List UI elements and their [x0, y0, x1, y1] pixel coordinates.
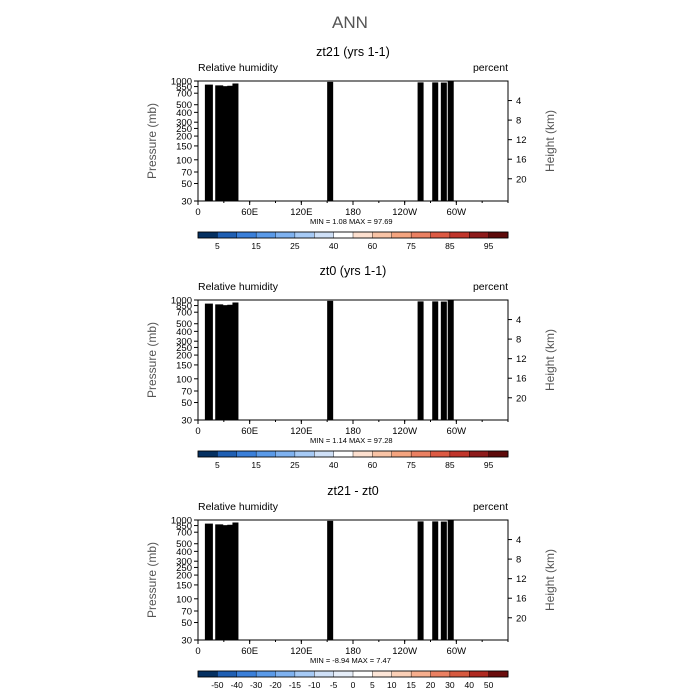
height-tick-label: 16	[516, 155, 527, 166]
height-axis-label: Height (km)	[543, 110, 557, 172]
colorbar-swatch	[352, 231, 373, 239]
colorbar-swatch	[314, 231, 335, 239]
plot-frame	[197, 80, 509, 202]
colorbar-label: 60	[368, 241, 378, 251]
right-string: percent	[473, 62, 508, 74]
height-tick-label: 8	[516, 116, 521, 127]
y-tick-label: 700	[176, 89, 192, 100]
height-tick-label: 12	[516, 135, 527, 146]
colorbar-swatch	[294, 231, 315, 239]
colorbar-swatch	[333, 231, 354, 239]
colorbar-swatch	[275, 231, 296, 239]
height-tick-label: 4	[516, 96, 521, 107]
colorbar-swatch	[391, 231, 412, 239]
topography	[222, 86, 231, 201]
topography	[417, 82, 424, 201]
height-tick-label: 20	[516, 174, 527, 185]
topography	[327, 81, 334, 201]
panel-1: zt21 (yrs 1-1) Relative humidity percent 0 6…	[145, 45, 557, 251]
x-tick-label: 120E	[290, 207, 312, 218]
topography	[204, 84, 213, 201]
colorbar-swatch	[449, 231, 470, 239]
colorbar-swatch	[430, 231, 451, 239]
topography	[432, 82, 439, 201]
min-max-stats: MIN = 1.08 MAX = 97.69	[310, 217, 393, 226]
colorbar-swatch	[488, 231, 509, 239]
colorbar-swatch	[410, 231, 431, 239]
y-tick-label: 70	[181, 168, 192, 179]
x-tick-label: 60W	[447, 207, 467, 218]
y-tick-label: 850	[176, 82, 192, 93]
y-tick-label: 150	[176, 141, 192, 152]
y-tick-label: 400	[176, 108, 192, 119]
y-tick-label: 200	[176, 132, 192, 143]
colorbar-swatch	[236, 231, 257, 239]
topography	[447, 81, 454, 201]
y-tick-label: 30	[181, 197, 192, 208]
y-tick-label: 500	[176, 100, 192, 111]
colorbar-label: 75	[406, 241, 416, 251]
right-string: percent	[473, 281, 508, 293]
colorbar-frame	[197, 231, 509, 239]
topography	[440, 82, 447, 201]
colorbar-swatch	[372, 231, 393, 239]
y-axis-label: Pressure (mb)	[145, 103, 159, 179]
left-string: Relative humidity	[198, 281, 279, 293]
left-string: Relative humidity	[198, 62, 279, 74]
colorbar-label: 25	[290, 241, 300, 251]
colorbar-swatch	[217, 231, 238, 239]
x-tick-label: 180	[345, 207, 361, 218]
colorbar-swatch	[255, 231, 276, 239]
panel-title: zt21 (yrs 1-1)	[316, 45, 390, 59]
topography	[227, 85, 236, 201]
x-tick-label: 0	[195, 207, 200, 218]
colorbar-label: 40	[329, 241, 339, 251]
colorbar-label: 95	[484, 241, 494, 251]
topography	[215, 85, 224, 201]
y-tick-label: 1000	[171, 77, 192, 88]
colorbar-label: 15	[251, 241, 261, 251]
colorbar-swatch	[197, 231, 218, 239]
y-tick-label: 250	[176, 124, 192, 135]
y-tick-label: 300	[176, 118, 192, 129]
x-tick-label: 60E	[241, 207, 258, 218]
colorbar-label: 85	[445, 241, 455, 251]
y-tick-label: 100	[176, 155, 192, 166]
figure-title: ANN	[332, 13, 368, 32]
y-tick-label: 50	[181, 179, 192, 190]
colorbar-label: 5	[215, 241, 220, 251]
topography	[232, 83, 239, 201]
x-tick-label: 120W	[392, 207, 417, 218]
colorbar-swatch	[469, 231, 490, 239]
panel-title: zt0 (yrs 1-1)	[320, 264, 387, 278]
